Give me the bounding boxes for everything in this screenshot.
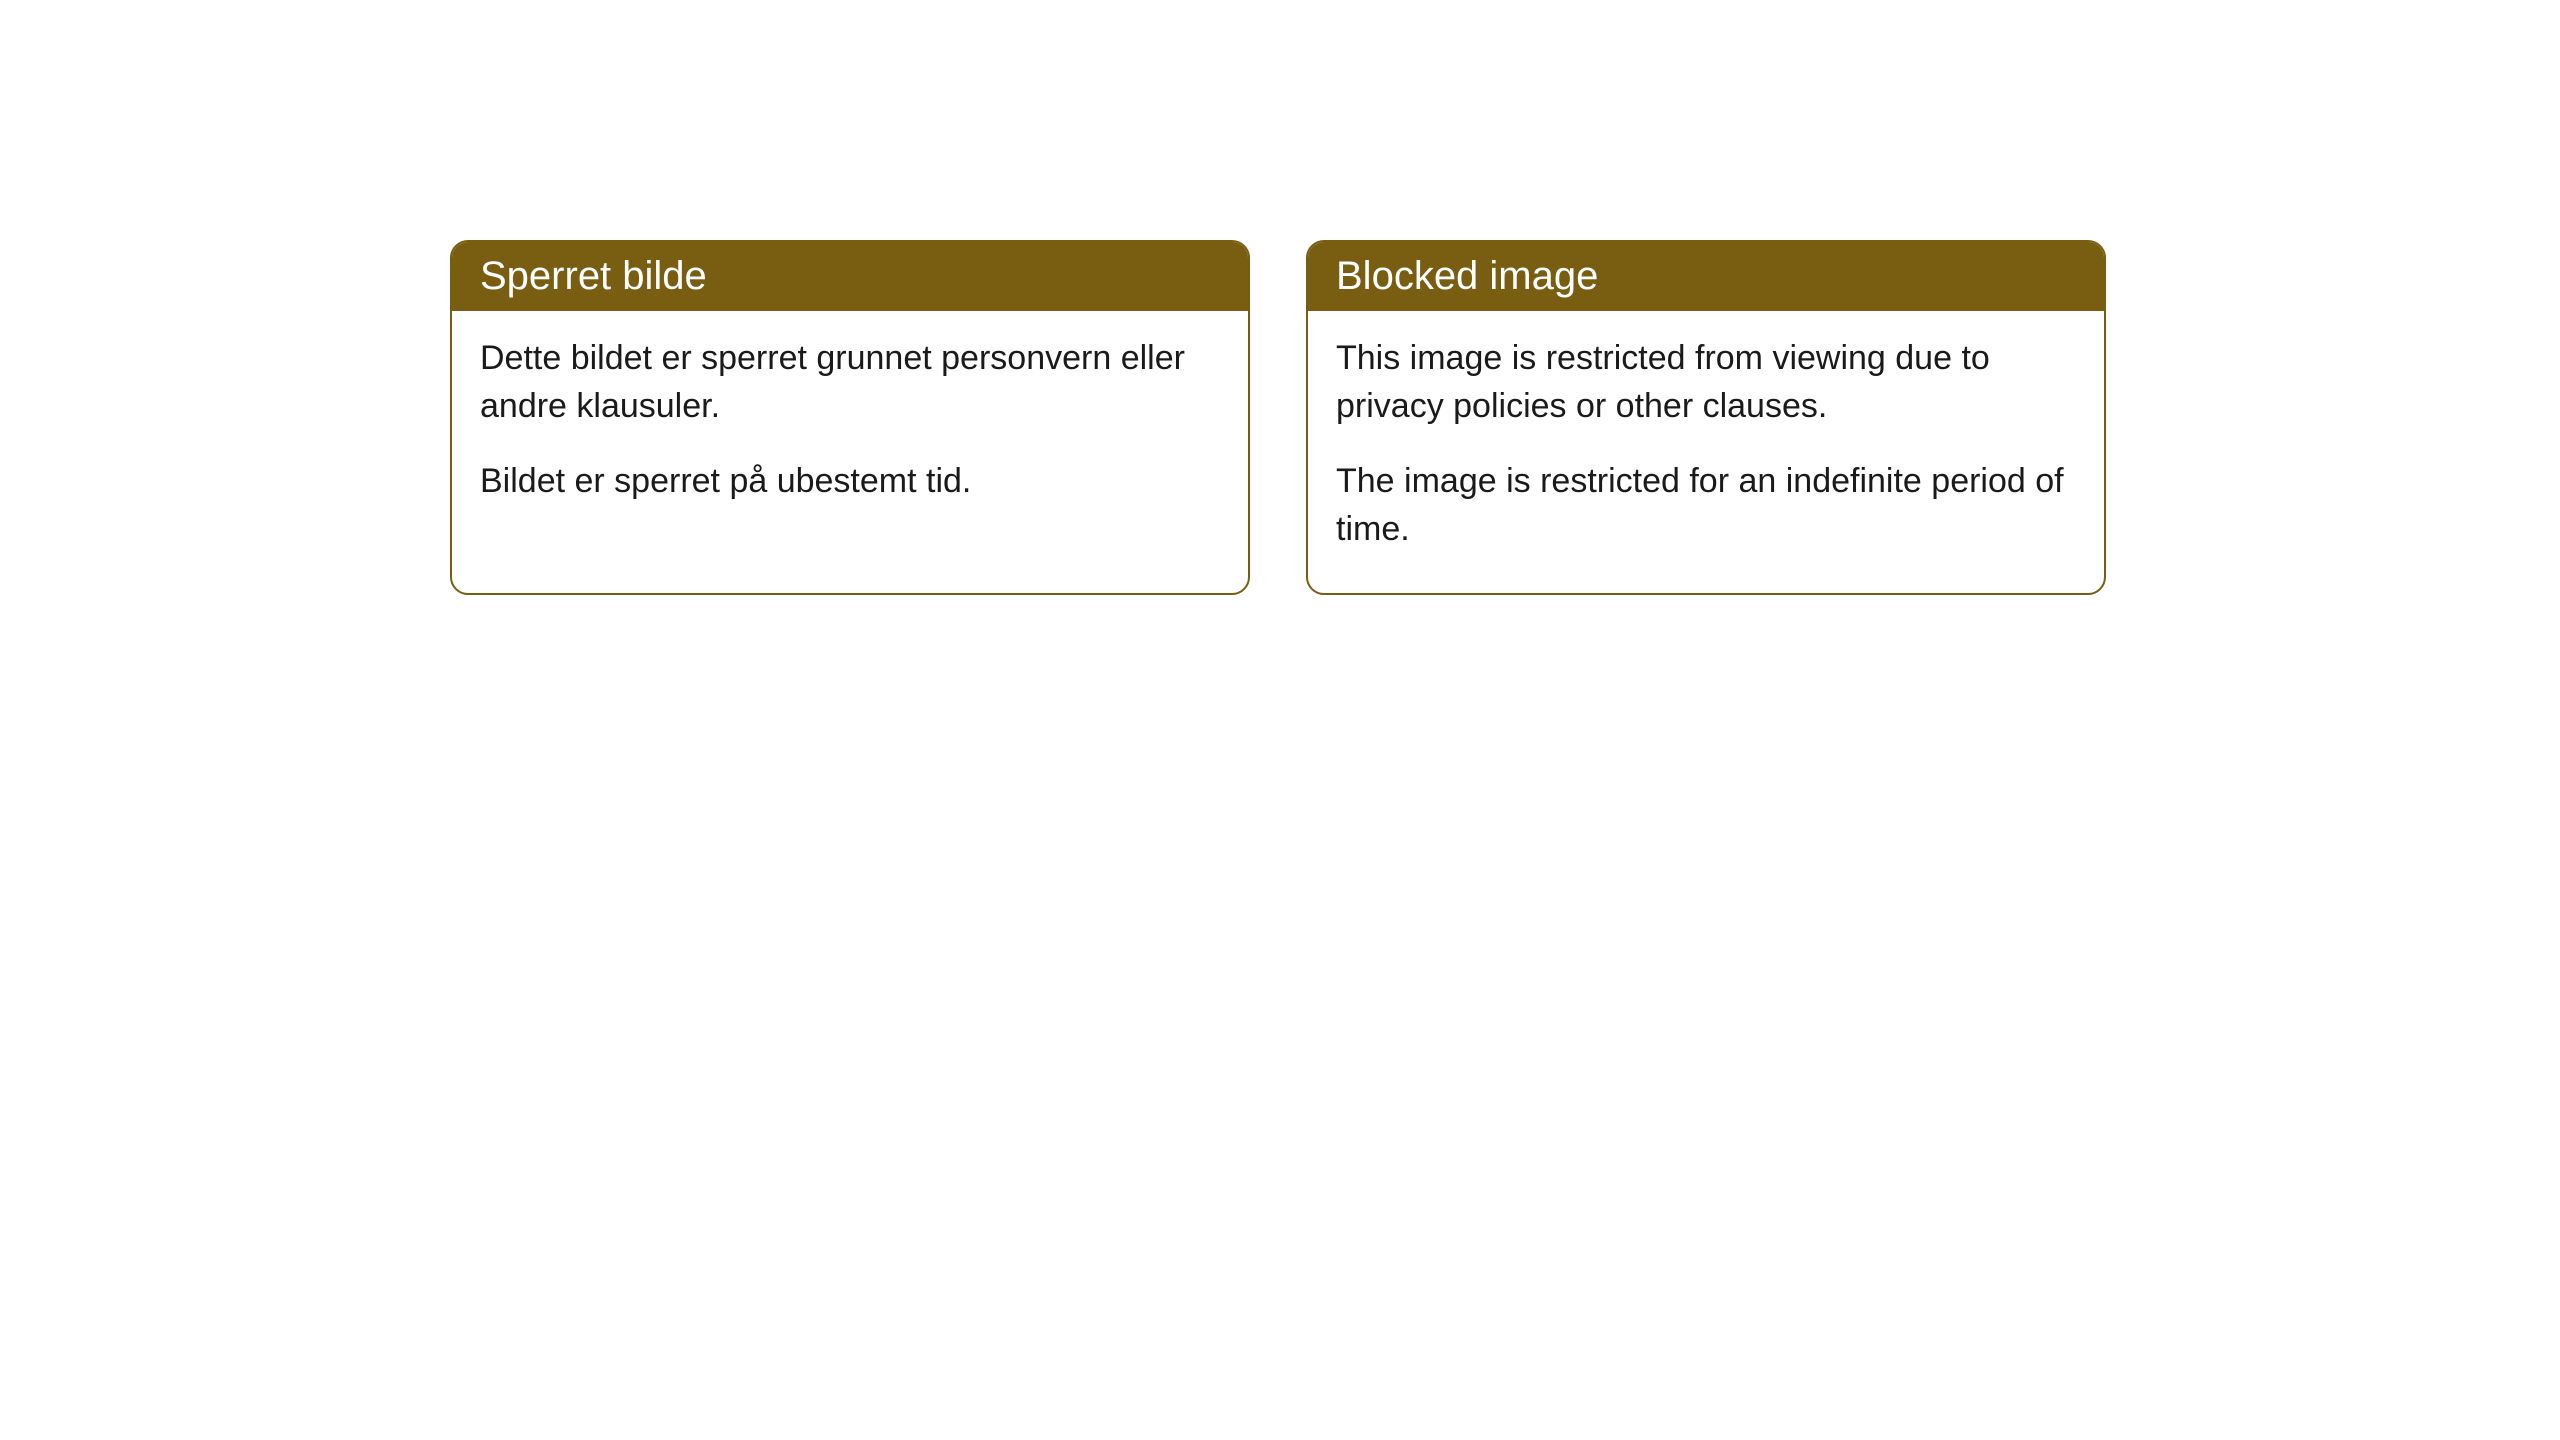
- card-paragraph: The image is restricted for an indefinit…: [1336, 458, 2076, 553]
- card-paragraph: Dette bildet er sperret grunnet personve…: [480, 335, 1220, 430]
- card-body: Dette bildet er sperret grunnet personve…: [452, 311, 1248, 546]
- card-header: Blocked image: [1308, 242, 2104, 311]
- notice-card-norwegian: Sperret bilde Dette bildet er sperret gr…: [450, 240, 1250, 595]
- card-paragraph: Bildet er sperret på ubestemt tid.: [480, 458, 1220, 506]
- card-header: Sperret bilde: [452, 242, 1248, 311]
- card-title: Blocked image: [1336, 254, 1598, 298]
- card-title: Sperret bilde: [480, 254, 707, 298]
- card-paragraph: This image is restricted from viewing du…: [1336, 335, 2076, 430]
- notice-container: Sperret bilde Dette bildet er sperret gr…: [0, 0, 2560, 595]
- notice-card-english: Blocked image This image is restricted f…: [1306, 240, 2106, 595]
- card-body: This image is restricted from viewing du…: [1308, 311, 2104, 593]
